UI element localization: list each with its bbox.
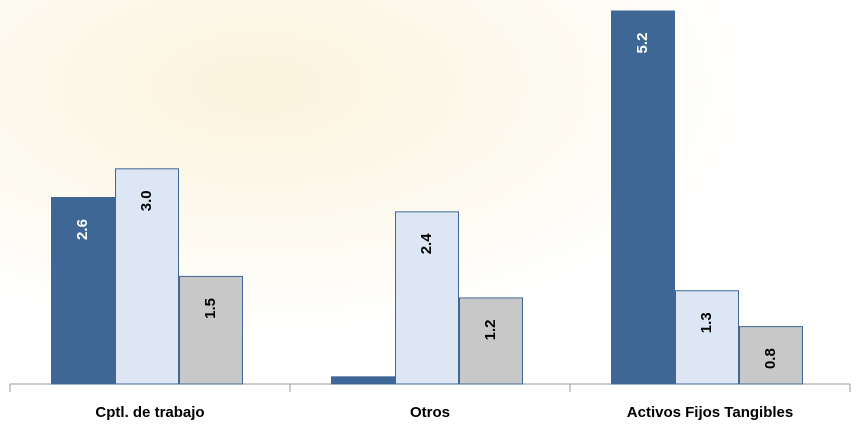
x-tick-label: Cptl. de trabajo — [95, 404, 204, 421]
bar — [675, 290, 739, 385]
bar — [115, 168, 179, 385]
data-label: 1.3 — [698, 312, 715, 333]
bar — [395, 211, 459, 385]
bar — [459, 297, 523, 385]
data-label: 1.2 — [482, 319, 499, 340]
bar — [739, 326, 803, 385]
x-tick-label: Activos Fijos Tangibles — [627, 404, 793, 421]
data-label: 1.5 — [202, 298, 219, 319]
bar — [611, 10, 675, 385]
data-label: 2.4 — [418, 233, 435, 255]
bar — [179, 275, 243, 385]
data-label: 5.2 — [634, 33, 651, 54]
bar — [331, 376, 395, 385]
x-tick-label: Otros — [410, 404, 450, 421]
bar — [51, 197, 115, 385]
data-label: 2.6 — [74, 219, 91, 240]
data-label: 3.0 — [138, 190, 155, 211]
data-label: 0.8 — [762, 348, 779, 369]
